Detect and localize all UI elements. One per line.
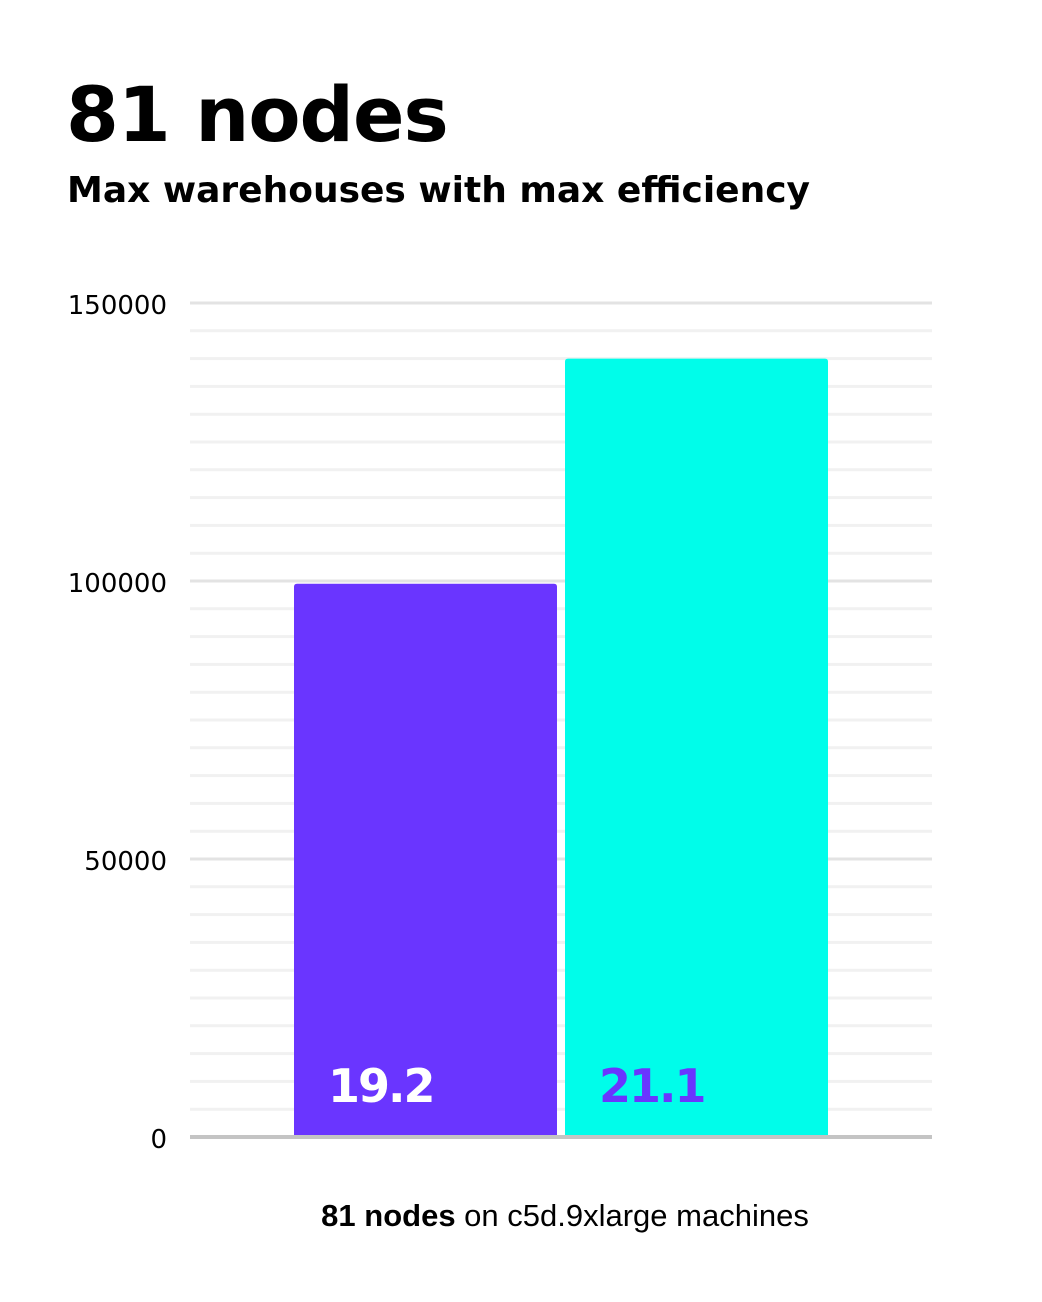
y-tick-label: 100000 — [68, 569, 167, 599]
y-tick-label: 0 — [150, 1125, 167, 1155]
chart-subtitle: Max warehouses with max efficiency — [67, 170, 811, 211]
y-tick-label: 50000 — [84, 847, 167, 877]
chart-title: 81 nodes — [66, 70, 449, 159]
x-axis-label-bold: 81 nodes — [321, 1198, 456, 1233]
bar-data-label: 21.1 — [599, 1059, 705, 1113]
x-axis-label-rest: on c5d.9xlarge machines — [455, 1198, 809, 1233]
x-axis-label: 81 nodes on c5d.9xlarge machines — [0, 1198, 1042, 1234]
bar — [565, 358, 828, 1138]
bar — [294, 583, 557, 1137]
bar-data-label: 19.2 — [328, 1059, 434, 1113]
y-tick-label: 150000 — [68, 291, 167, 321]
